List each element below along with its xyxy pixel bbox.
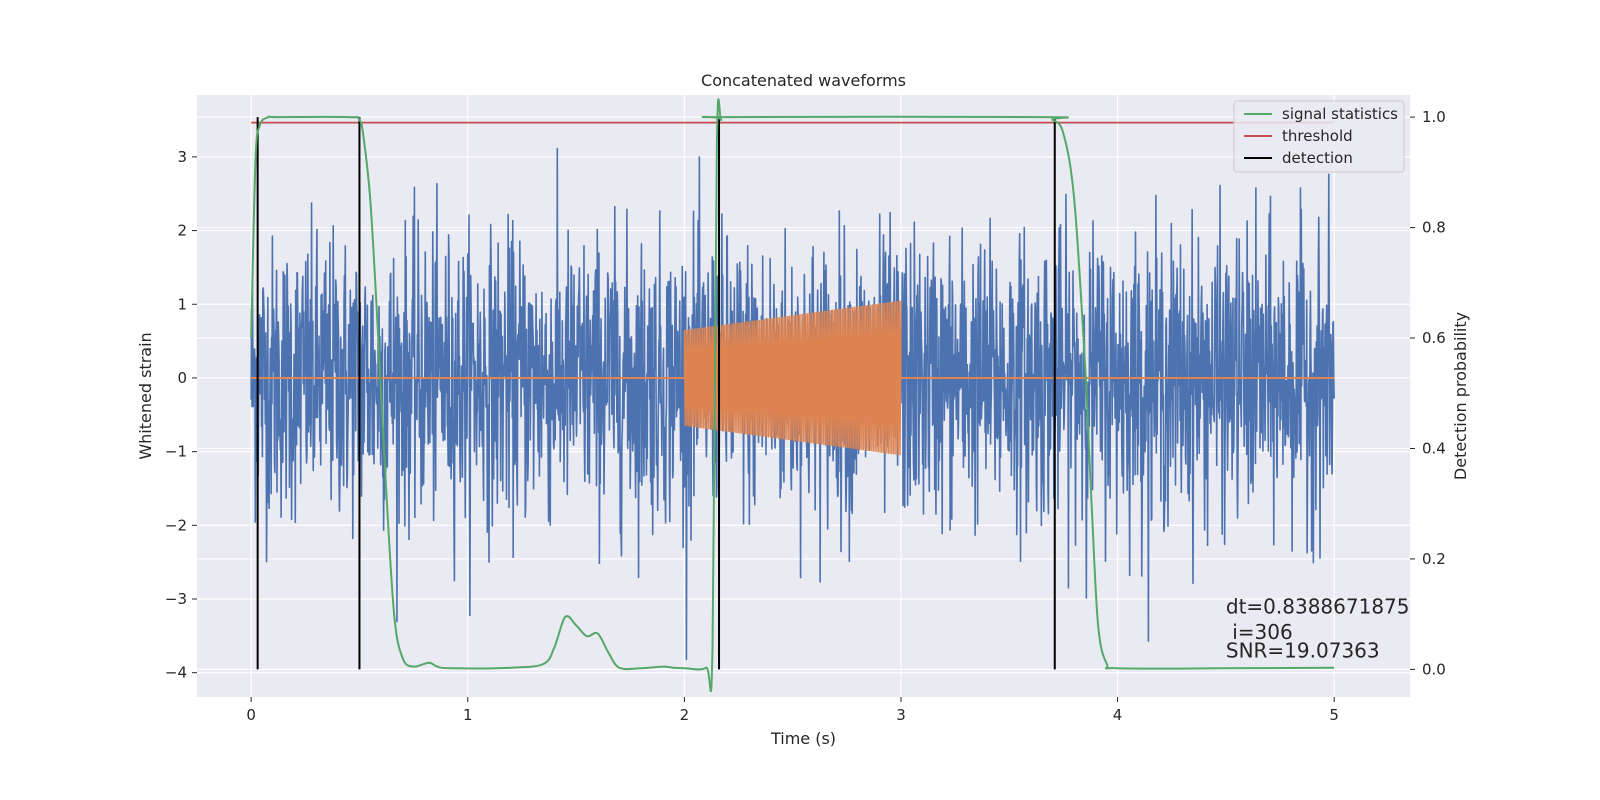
axes: 0 1 2 3 4 5 −4 −3 −2 −1 0 1 2 3 0.0 0.2 0.4 0.6 0.8 1.0 <box>165 108 1446 724</box>
y2-tick-label: 1.0 <box>1422 108 1446 126</box>
y-tick-label: −4 <box>165 664 187 682</box>
y2-tick-label: 0.2 <box>1422 550 1446 568</box>
legend-label-threshold: threshold <box>1282 127 1353 145</box>
x-tick-label: 4 <box>1113 706 1123 724</box>
legend-box <box>1233 100 1405 173</box>
annotation-snr: SNR=19.07363 <box>1226 639 1380 663</box>
y-tick-label: 2 <box>177 222 187 240</box>
y2-tick-label: 0.4 <box>1422 439 1446 457</box>
x-axis-label: Time (s) <box>770 729 836 748</box>
legend-label-signal-statistics: signal statistics <box>1282 105 1398 123</box>
x-tick-label: 0 <box>246 706 256 724</box>
legend-label-detection: detection <box>1282 149 1353 167</box>
series <box>250 98 1335 693</box>
x-tick-label: 5 <box>1329 706 1339 724</box>
y2-axis-label: Detection probability <box>1451 312 1470 480</box>
x-tick-label: 3 <box>896 706 906 724</box>
annotation-index: i=306 <box>1226 620 1293 644</box>
x-tick-label: 1 <box>463 706 473 724</box>
legend: signal statistics threshold detection <box>1233 100 1405 173</box>
y-axis-label: Whitened strain <box>136 332 155 459</box>
y-tick-label: −2 <box>165 516 187 534</box>
y2-tick-label: 0.6 <box>1422 329 1446 347</box>
y-tick-label: 3 <box>177 148 187 166</box>
y-tick-label: −1 <box>165 443 187 461</box>
x-tick-label: 2 <box>680 706 690 724</box>
signal-statistics-line <box>250 98 1335 693</box>
y-tick-label: 0 <box>177 369 187 387</box>
annotation-dt: dt=0.8388671875 <box>1226 594 1410 618</box>
y2-tick-label: 0.8 <box>1422 219 1446 237</box>
y2-tick-label: 0.0 <box>1422 660 1446 678</box>
chart-title: Concatenated waveforms <box>701 71 906 90</box>
y-tick-label: −3 <box>165 590 187 608</box>
y-tick-label: 1 <box>177 295 187 313</box>
